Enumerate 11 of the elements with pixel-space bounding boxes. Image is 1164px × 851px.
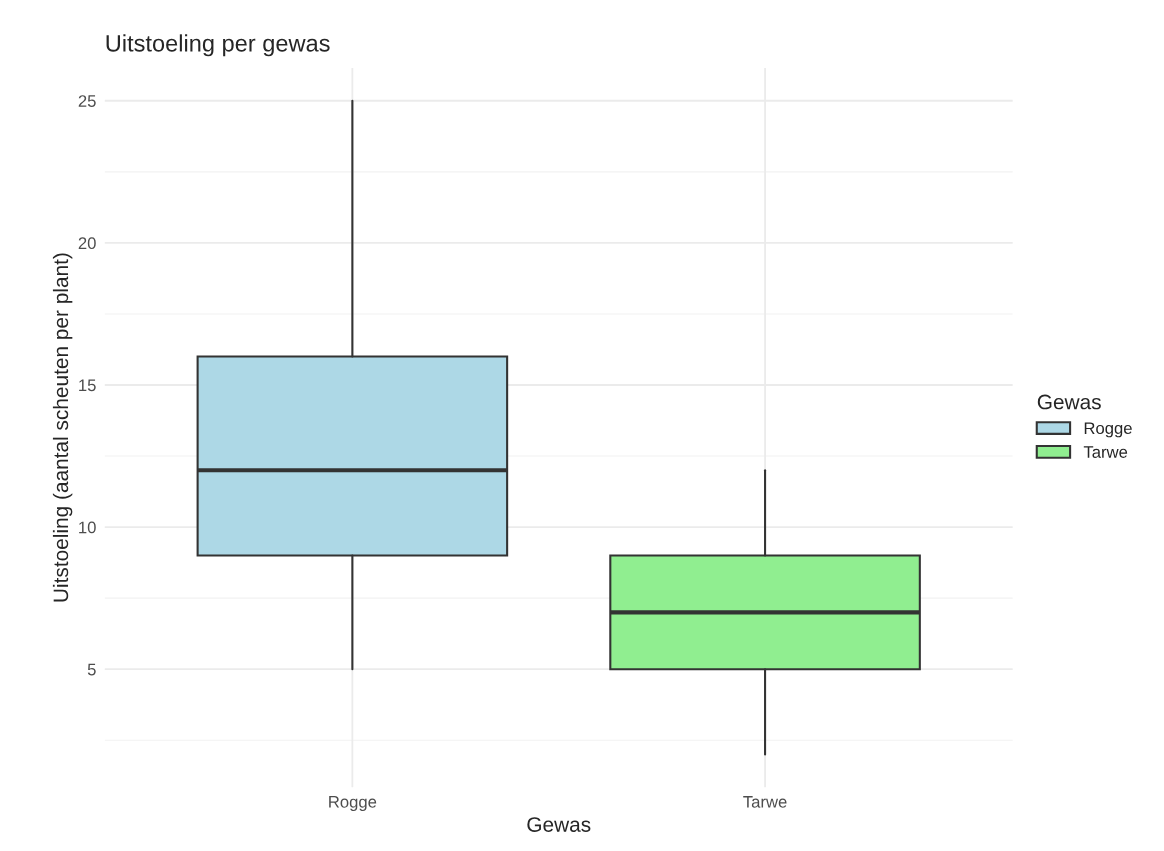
- legend-title: Gewas: [1037, 394, 1101, 410]
- y-tick-label: 15: [79, 379, 96, 392]
- y-tick-label: 10: [79, 521, 96, 534]
- y-tick-label: 5: [87, 663, 96, 676]
- chart-title: Uitstoeling per gewas: [106, 34, 330, 57]
- legend-label: Tarwe: [1083, 446, 1128, 458]
- x-axis-title: Gewas: [527, 817, 591, 832]
- y-axis-title: Uitstoeling (aantal scheuten per plant): [52, 253, 73, 602]
- y-tick-label: 20: [78, 237, 96, 250]
- legend-label: Rogge: [1084, 422, 1132, 438]
- y-tick-label: 25: [78, 95, 96, 107]
